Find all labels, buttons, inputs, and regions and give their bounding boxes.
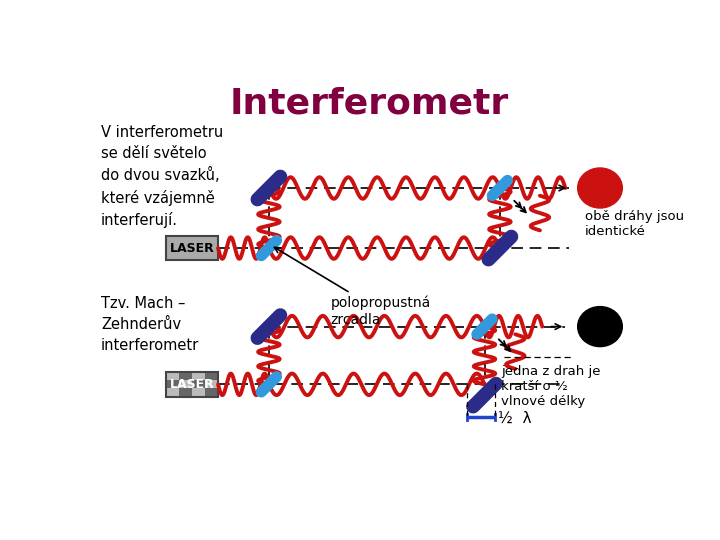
- Text: LASER: LASER: [169, 241, 215, 254]
- Bar: [205, 380, 218, 388]
- Bar: [192, 372, 205, 380]
- Bar: [166, 372, 179, 380]
- Text: Interferometr: Interferometr: [230, 86, 508, 120]
- Bar: [166, 380, 179, 388]
- Bar: [205, 372, 218, 380]
- Bar: [166, 372, 218, 397]
- Text: polopropustná
zrcadla: polopropustná zrcadla: [274, 247, 431, 327]
- Bar: [179, 380, 192, 388]
- Text: ½  λ: ½ λ: [498, 411, 532, 426]
- Text: LASER: LASER: [169, 378, 215, 391]
- Bar: [166, 236, 218, 260]
- Ellipse shape: [577, 307, 622, 347]
- Text: obě dráhy jsou
identické: obě dráhy jsou identické: [585, 210, 684, 238]
- Bar: [179, 388, 192, 397]
- Bar: [166, 388, 179, 397]
- Text: V interferometru
se dělí světelo
do dvou svazků,
které vzájemně
interferují.: V interferometru se dělí světelo do dvou…: [101, 125, 223, 228]
- Text: Tzv. Mach –
Zehnderův
interferometr: Tzv. Mach – Zehnderův interferometr: [101, 296, 199, 353]
- Text: jedna z drah je
kratší o ½
vlnové délky: jedna z drah je kratší o ½ vlnové délky: [501, 365, 601, 408]
- Bar: [192, 388, 205, 397]
- Bar: [205, 388, 218, 397]
- Bar: [192, 380, 205, 388]
- Bar: [179, 372, 192, 380]
- Ellipse shape: [577, 168, 622, 208]
